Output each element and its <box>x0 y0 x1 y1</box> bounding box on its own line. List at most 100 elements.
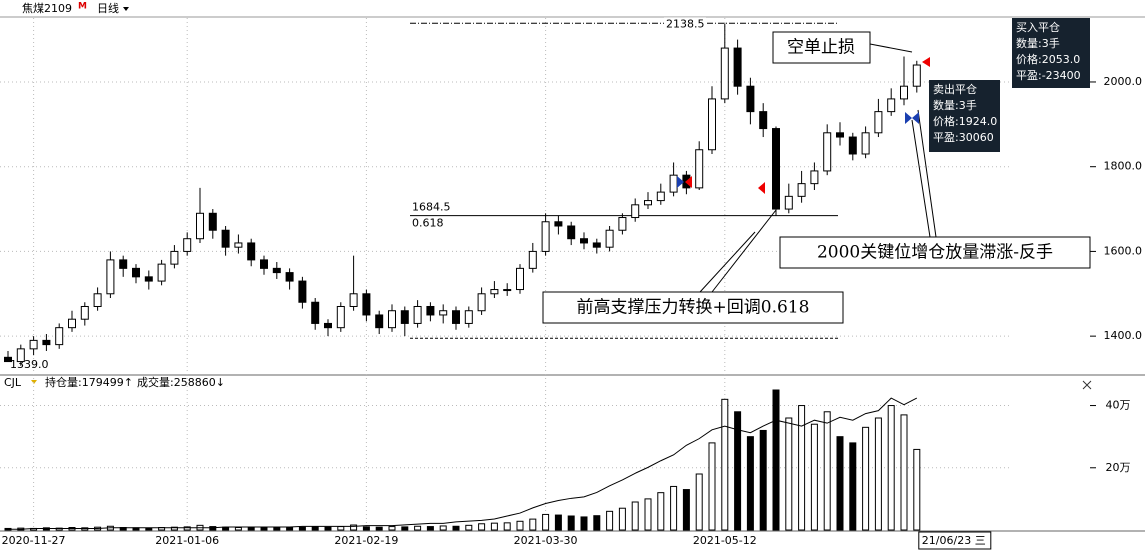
y-tick-label: 20万 <box>1106 461 1131 474</box>
volume-bar <box>682 489 690 531</box>
volume-bar <box>542 513 550 531</box>
y-tick-label: 2000.0 <box>1104 75 1143 88</box>
candle-body <box>336 305 345 329</box>
volume-bar <box>170 526 178 531</box>
candle-body <box>260 259 268 269</box>
x-tick-label: 2020-11-27 <box>2 534 66 547</box>
volume-bar <box>785 417 793 531</box>
volume-bar <box>913 448 921 531</box>
volume-bar <box>388 526 396 531</box>
candle-body <box>746 85 755 113</box>
callout-line <box>911 119 931 238</box>
candle-body <box>592 242 601 248</box>
volume-bar <box>478 523 486 531</box>
candle-body <box>810 170 819 185</box>
candle-body <box>490 289 499 295</box>
trade-info-line: 价格:2053.0 <box>1016 52 1080 66</box>
candle-body <box>132 267 140 278</box>
x-tick-label: 2021-05-12 <box>693 534 757 547</box>
y-tick-label: 1800.0 <box>1104 160 1143 173</box>
legend-entry: 成交量:258860↓ <box>137 375 225 389</box>
candle-body <box>784 195 793 210</box>
volume-bar <box>260 527 268 531</box>
y-tick-label: 1400.0 <box>1104 329 1143 342</box>
candle-body <box>618 217 627 231</box>
volume-bar <box>452 525 460 531</box>
trade-info-line: 买入平仓 <box>1016 20 1060 34</box>
close-icon[interactable] <box>1082 380 1092 390</box>
candle-body <box>426 305 435 316</box>
callout-line <box>699 231 756 293</box>
volume-bar <box>337 526 345 531</box>
candle-body <box>221 229 230 248</box>
volume-bar <box>593 515 601 531</box>
candle-body <box>631 204 640 219</box>
volume-bar <box>554 514 562 531</box>
candle-body <box>362 293 371 316</box>
legend-entry: 持仓量:179499↑ <box>45 375 133 389</box>
volume-bar <box>810 423 818 531</box>
volume-bar <box>862 426 870 531</box>
callout-line <box>917 109 937 238</box>
candle-body <box>772 128 780 210</box>
candle-body <box>311 301 320 324</box>
x-tick-label: 2021-01-06 <box>155 534 219 547</box>
volume-bar <box>874 417 882 531</box>
label-bg <box>664 17 706 30</box>
open-interest-line <box>8 397 918 530</box>
dropdown-arrow[interactable] <box>123 7 129 11</box>
low-label: 1339.0 <box>10 358 49 371</box>
candle-body <box>759 111 768 130</box>
volume-bar <box>823 411 831 531</box>
volume-bar <box>145 527 153 531</box>
x-tick-label: 2021-02-19 <box>334 534 398 547</box>
cursor-date-box <box>918 531 992 550</box>
period[interactable]: 日线 <box>97 1 119 15</box>
candle-body <box>912 64 921 87</box>
candle-body <box>183 238 192 252</box>
callout: 2000关键位增仓放量滞涨-反手 <box>817 243 1053 263</box>
volume-bar <box>670 485 678 531</box>
candle-body <box>208 212 217 231</box>
x-tick-label: 21/06/23 三 <box>922 534 986 547</box>
candle-body <box>528 250 537 269</box>
volume-bar <box>465 524 473 531</box>
volume-bar <box>503 522 511 531</box>
volume-bar <box>759 429 767 531</box>
volume-bar <box>401 526 409 531</box>
candle-body <box>503 289 512 292</box>
candle-body <box>144 276 153 282</box>
candle-body <box>720 47 729 100</box>
candle-body <box>567 225 576 240</box>
candle-body <box>247 242 256 261</box>
callout-line <box>711 209 777 293</box>
candle-body <box>55 327 64 346</box>
candle-body <box>823 132 832 172</box>
candle-body <box>580 238 588 244</box>
candle-body <box>477 293 486 312</box>
level-ratio: 0.618 <box>412 217 444 230</box>
candle-body <box>464 310 473 324</box>
volume-bar <box>695 473 703 531</box>
candle-body <box>541 221 550 252</box>
volume-bar <box>439 525 447 531</box>
trade-info <box>1012 18 1090 88</box>
volume-bar <box>426 526 434 531</box>
candle-body <box>861 132 870 155</box>
y-tick-label: 40万 <box>1106 399 1131 412</box>
candle-body <box>605 229 614 248</box>
volume-bar <box>734 411 742 531</box>
volume-bar <box>286 527 294 531</box>
flag[interactable]: M <box>78 2 87 12</box>
candle-body <box>874 111 883 134</box>
volume-bar <box>887 405 895 531</box>
callout-box <box>542 291 844 324</box>
trade-info-line: 平盈:30060 <box>933 131 994 144</box>
candle-body <box>196 212 204 240</box>
volume-bar <box>247 526 255 531</box>
candle-body <box>324 322 332 329</box>
trade-info-line: 价格:1924.0 <box>933 114 997 128</box>
candle-body <box>733 47 742 87</box>
volume-bar <box>529 518 537 531</box>
